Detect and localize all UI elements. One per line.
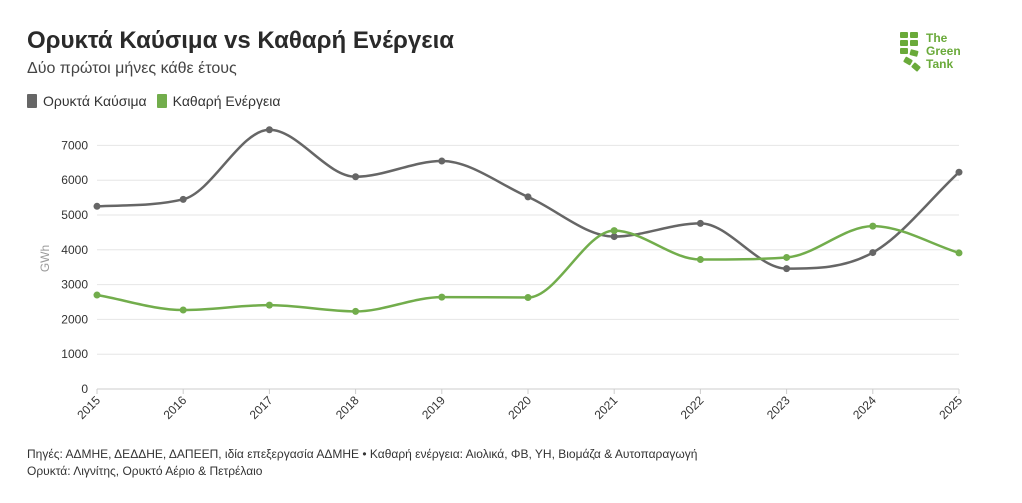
data-point[interactable] [783,265,791,273]
x-tick-label: 2023 [764,393,793,422]
series-0 [93,126,963,273]
data-point[interactable] [265,301,273,309]
series-group [93,126,963,315]
data-point[interactable] [93,202,101,210]
y-axis-title: GWh [38,245,52,272]
y-tick-label: 0 [81,382,88,396]
legend-swatch-fossil [27,94,37,108]
legend: Ορυκτά Καύσιμα Καθαρή Ενέργεια [27,93,280,109]
data-point[interactable] [438,157,446,165]
y-axis: 0 1000 2000 3000 4000 5000 6000 7000 [61,138,88,396]
x-tick-label: 2019 [419,393,448,422]
legend-label-fossil: Ορυκτά Καύσιμα [43,93,147,109]
x-tick-label: 2015 [74,393,103,422]
data-point[interactable] [610,227,618,235]
data-point[interactable] [93,291,101,299]
legend-item-clean[interactable]: Καθαρή Ενέργεια [156,93,281,109]
legend-swatch-clean [156,94,167,108]
data-point[interactable] [696,219,704,227]
source-note-line1: Πηγές: ΑΔΜΗΕ, ΔΕΔΔΗΕ, ΔΑΠΕΕΠ, ιδία επεξε… [27,447,698,461]
data-point[interactable] [352,307,360,315]
legend-item-fossil[interactable]: Ορυκτά Καύσιμα [27,93,147,109]
data-point[interactable] [524,293,532,301]
data-point[interactable] [869,249,877,257]
data-point[interactable] [179,195,187,203]
logo-wordmark: The Green Tank [926,31,961,71]
x-tick-label: 2017 [247,393,276,422]
x-tick-label: 2018 [333,393,362,422]
x-tick-label: 2020 [505,393,534,422]
x-tick-label: 2025 [936,393,965,422]
data-point[interactable] [179,306,187,314]
data-point[interactable] [265,126,273,134]
source-note-line2: Ορυκτά: Λιγνίτης, Ορυκτό Αέριο & Πετρέλα… [27,464,263,478]
y-tick-label: 3000 [61,278,88,292]
data-point[interactable] [955,168,963,176]
x-tick-label: 2024 [850,393,879,422]
data-point[interactable] [696,256,704,264]
data-point[interactable] [783,253,791,261]
y-tick-label: 2000 [61,312,88,326]
series-1 [93,222,963,315]
y-tick-label: 6000 [61,173,88,187]
data-point[interactable] [610,233,618,241]
x-axis: 2015 2016 2017 2018 2019 2020 2021 2022 2023 2024… [74,389,965,422]
leaf-logo-icon [900,32,921,72]
y-tick-label: 7000 [61,138,88,152]
chart-subtitle: Δύο πρώτοι μήνες κάθε έτους [27,60,237,77]
data-point[interactable] [869,222,877,230]
chart-title: Ορυκτά Καύσιμα vs Καθαρή Ενέργεια [27,27,455,54]
y-tick-label: 5000 [61,208,88,222]
x-tick-label: 2016 [161,393,190,422]
x-tick-label: 2021 [592,393,621,422]
data-point[interactable] [955,249,963,257]
source-note: Πηγές: ΑΔΜΗΕ, ΔΕΔΔΗΕ, ΔΑΠΕΕΠ, ιδία επεξε… [27,446,697,480]
legend-label-clean: Καθαρή Ενέργεια [172,93,281,109]
data-point[interactable] [438,293,446,301]
green-tank-logo: The Green Tank [896,28,976,82]
y-tick-label: 4000 [61,243,88,257]
y-tick-label: 1000 [61,347,88,361]
x-tick-label: 2022 [678,393,707,422]
data-point[interactable] [352,173,360,181]
data-point[interactable] [524,193,532,201]
